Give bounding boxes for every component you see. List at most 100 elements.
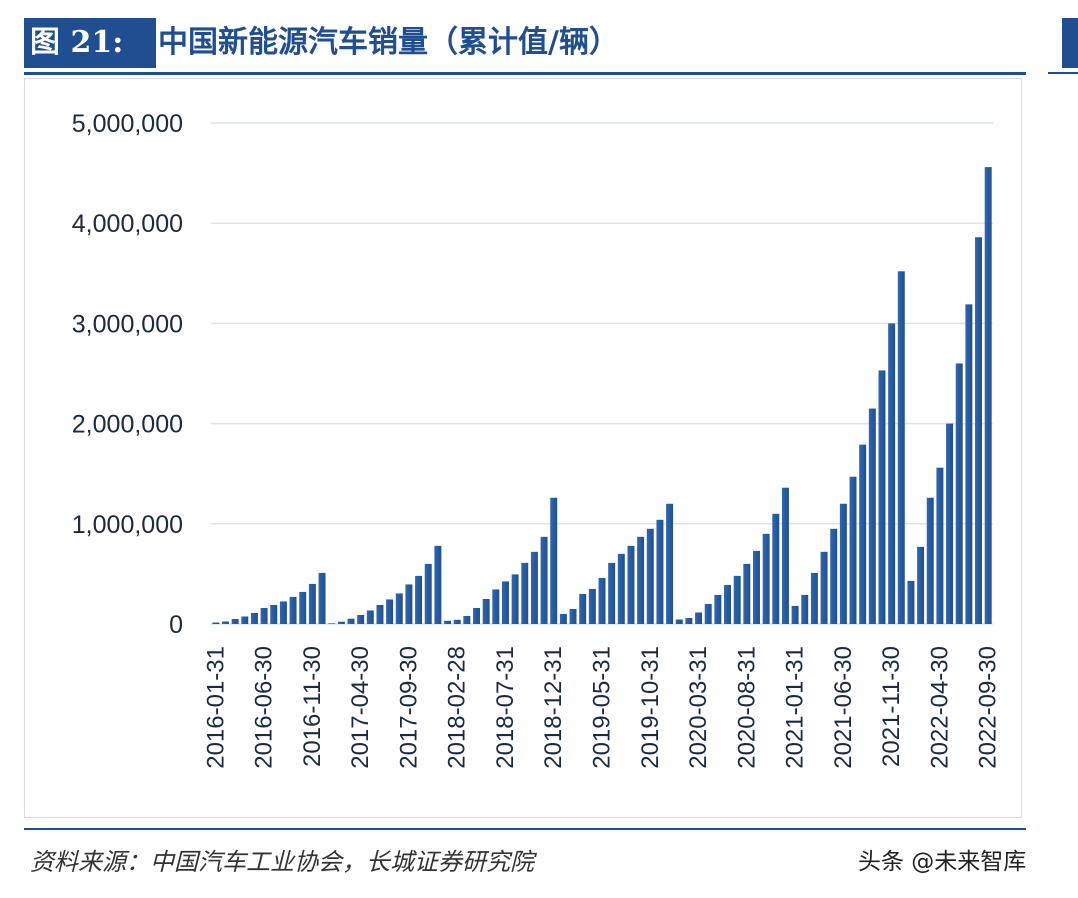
bar-2019-08-31 [627, 545, 635, 624]
bar-2018-04-30 [473, 607, 480, 624]
bar-2017-11-30 [424, 563, 432, 624]
bar-2016-03-31 [231, 618, 239, 624]
bar-2016-09-30 [289, 596, 297, 624]
bar-2016-02-29 [222, 621, 229, 624]
y-tick-label: 3,000,000 [72, 310, 183, 338]
bar-2016-06-30 [260, 607, 268, 624]
bar-2020-12-31 [781, 487, 789, 624]
x-tick-label: 2017-09-30 [395, 646, 422, 769]
x-tick-label: 2017-04-30 [347, 646, 374, 769]
y-tick-label: 4,000,000 [72, 210, 183, 238]
bar-2017-09-30 [405, 584, 413, 624]
y-axis-ticks: 0 1,000,000 2,000,000 3,000,000 4,000,000 5,0… [72, 110, 183, 639]
bar-2020-06-30 [724, 584, 731, 624]
bar-2016-05-31 [250, 612, 258, 624]
bar-2021-03-31 [810, 572, 818, 624]
y-tick-label: 2,000,000 [72, 411, 183, 439]
x-tick-label: 2020-08-31 [733, 646, 760, 769]
bar-2021-02-28 [801, 594, 809, 624]
y-tick-label: 5,000,000 [72, 110, 183, 138]
x-tick-label: 2021-06-30 [830, 646, 857, 769]
bar-2017-04-30 [357, 614, 365, 624]
figure-number-label: 图 21: [24, 18, 156, 68]
bar-2018-10-31 [530, 551, 538, 624]
x-tick-label: 2021-11-30 [878, 646, 905, 767]
x-tick-label: 2019-05-31 [589, 646, 616, 769]
bar-2019-03-31 [579, 593, 587, 624]
bar-2020-07-31 [733, 575, 741, 624]
bar-2017-02-28 [337, 621, 345, 624]
y-tick-label: 0 [169, 611, 183, 639]
x-tick-label: 2022-09-30 [975, 646, 1002, 769]
bar-2020-08-31 [743, 563, 751, 624]
bar-2022-03-31 [926, 497, 934, 624]
bar-2018-06-30 [492, 589, 500, 624]
x-tick-label: 2022-04-30 [926, 646, 953, 769]
bar-2018-07-31 [501, 581, 509, 624]
bar-2016-10-31 [299, 591, 307, 624]
bar-2021-06-30 [839, 503, 847, 624]
bar-2020-02-29 [685, 617, 693, 624]
bar-2021-07-31 [849, 476, 857, 624]
bar-2022-02-28 [917, 546, 925, 624]
bar-2021-11-30 [888, 323, 896, 624]
source-note: 资料来源：中国汽车工业协会，长城证券研究院 [30, 848, 534, 876]
bar-2017-08-31 [395, 593, 403, 624]
watermark-text: 头条 @未来智库 [858, 849, 1027, 875]
bar-2016-12-31 [318, 572, 326, 624]
bar-2022-05-31 [946, 423, 954, 624]
bar-2021-08-31 [859, 444, 867, 624]
bar-2019-09-30 [637, 536, 645, 624]
bar-2022-09-30 [984, 167, 992, 624]
chart-title: 中国新能源汽车销量（累计值/辆） [158, 25, 619, 60]
bar-2017-01-31 [328, 623, 336, 624]
bar-2016-11-30 [308, 583, 316, 624]
bar-2021-05-31 [830, 528, 838, 624]
bar-2022-04-30 [936, 467, 944, 624]
bar-2018-09-30 [521, 562, 529, 624]
bar-2020-01-31 [675, 619, 683, 624]
bar-2019-07-31 [617, 553, 625, 624]
bar-2019-01-31 [559, 613, 567, 624]
footer-divider [24, 828, 1026, 830]
x-tick-label: 2016-01-31 [202, 646, 229, 769]
bar-2020-09-30 [752, 550, 760, 624]
bar-2020-10-31 [762, 533, 770, 624]
bar-chart: 0 1,000,000 2,000,000 3,000,000 4,000,000 5,0… [72, 110, 1002, 769]
bar-2016-08-31 [279, 601, 287, 624]
bar-2017-06-30 [376, 604, 384, 624]
bar-2019-05-31 [598, 577, 606, 624]
bar-2019-10-31 [646, 528, 654, 624]
bar-2016-01-31 [212, 622, 220, 624]
x-tick-label: 2018-12-31 [540, 646, 567, 769]
y-tick-label: 1,000,000 [72, 511, 183, 539]
bar-2017-05-31 [366, 610, 374, 624]
bar-2016-04-30 [241, 616, 249, 624]
bar-2021-09-30 [868, 408, 876, 624]
bar-2018-11-30 [540, 536, 548, 624]
x-tick-label: 2020-03-31 [685, 646, 712, 769]
bar-2020-05-31 [714, 594, 722, 624]
bar-2021-10-31 [878, 370, 886, 624]
x-tick-label: 2016-06-30 [251, 646, 278, 769]
bar-2017-10-31 [415, 575, 423, 624]
adjacent-figure-label-fragment [1062, 18, 1078, 68]
bar-2022-08-31 [975, 237, 982, 624]
bar-2019-12-31 [666, 503, 674, 624]
bar-2018-02-28 [453, 619, 461, 624]
bar-2021-04-30 [820, 551, 828, 624]
bar-2020-03-31 [695, 612, 703, 624]
bar-2020-04-30 [704, 603, 712, 624]
bar-2019-04-30 [588, 588, 596, 624]
bar-2021-12-31 [897, 271, 905, 624]
bar-2018-08-31 [511, 574, 519, 624]
chart-frame: 0 1,000,000 2,000,000 3,000,000 4,000,000 5,0… [24, 78, 1022, 818]
bar-2022-07-31 [965, 304, 973, 624]
bar-2019-02-28 [569, 608, 577, 624]
x-axis-ticks: 2016-01-31 2016-06-30 2016-11-30 2017-04-30… [202, 646, 1001, 769]
bar-2018-12-31 [550, 497, 558, 624]
header-divider [24, 72, 1026, 75]
bar-2016-07-31 [270, 604, 278, 624]
x-tick-label: 2021-01-31 [782, 646, 809, 769]
bar-2018-05-31 [482, 598, 490, 624]
